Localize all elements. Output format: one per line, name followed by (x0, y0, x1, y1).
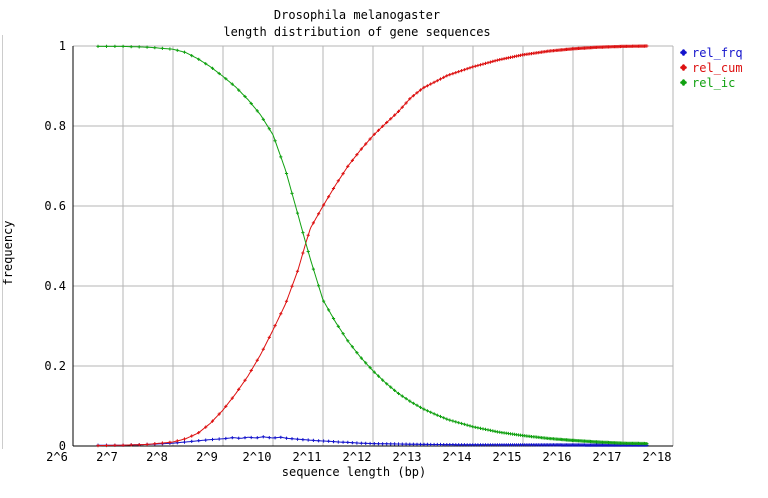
x-tick-label: 2^13 (393, 450, 422, 464)
legend-marker-icon (681, 50, 686, 55)
series-markers-rel_cum (96, 44, 649, 448)
chart-title-line1: Drosophila melanogaster (273, 8, 441, 22)
x-tick-label: 2^17 (593, 450, 622, 464)
legend-marker-icon (681, 65, 686, 70)
legend-label: rel_ic (692, 75, 736, 90)
x-tick-label: 2^11 (293, 450, 322, 464)
x-tick-label: 2^12 (343, 450, 372, 464)
x-tick-label: 2^8 (146, 450, 168, 464)
series-markers-rel_ic (96, 44, 649, 446)
legend-item-rel-cum: rel_cum (681, 60, 743, 75)
legend: rel_frq rel_cum rel_ic (681, 45, 743, 90)
x-tick-label: 2^7 (96, 450, 118, 464)
y-tick-label: 0.6 (44, 199, 66, 213)
legend-item-rel-frq: rel_frq (681, 45, 743, 60)
y-tick-label: 0.8 (44, 119, 66, 133)
x-tick-label: 2^10 (243, 450, 272, 464)
chart-title-line2: length distribution of gene sequences (223, 25, 491, 39)
x-tick-label: 2^18 (643, 450, 672, 464)
x-tick-label: 2^16 (543, 450, 572, 464)
x-tick-label: 2^15 (493, 450, 522, 464)
y-tick-label: 0.4 (44, 279, 66, 293)
window-frame-line (2, 35, 3, 449)
x-axis-title: sequence length (bp) (281, 465, 427, 479)
x-tick-label: 2^9 (196, 450, 218, 464)
y-tick-label: 0.2 (44, 359, 66, 373)
legend-item-rel-ic: rel_ic (681, 75, 743, 90)
x-tick-label: 2^14 (443, 450, 472, 464)
legend-label: rel_frq (692, 45, 743, 60)
x-tick-label: 2^6 (46, 450, 68, 464)
y-axis-title: frequency (1, 220, 15, 286)
y-tick-label: 0 (59, 439, 66, 453)
legend-label: rel_cum (692, 60, 743, 75)
y-tick-label: 1 (59, 39, 66, 53)
legend-marker-icon (681, 80, 686, 85)
